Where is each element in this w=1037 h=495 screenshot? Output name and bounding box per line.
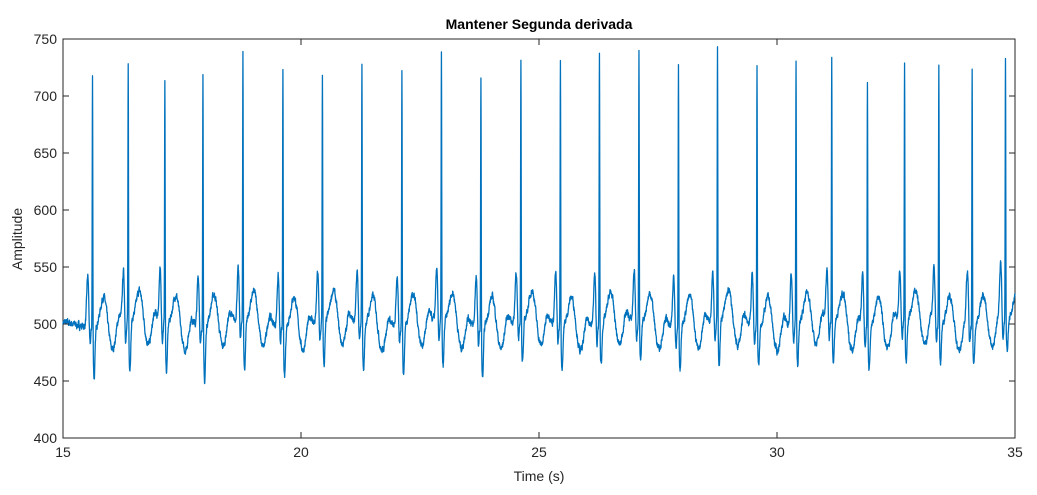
x-tick-label: 20 bbox=[293, 444, 309, 460]
x-axis-label: Time (s) bbox=[514, 468, 565, 484]
signal-series bbox=[62, 46, 1016, 385]
y-tick-label: 650 bbox=[34, 145, 58, 161]
axes-box bbox=[62, 38, 1016, 439]
chart-title: Mantener Segunda derivada bbox=[446, 16, 633, 32]
y-tick-label: 450 bbox=[34, 373, 58, 389]
y-axis-label: Amplitude bbox=[9, 208, 25, 270]
y-tick-label: 550 bbox=[34, 259, 58, 275]
plot-area: 15 20 25 30 35 400 450 500 550 600 650 700 750 bbox=[34, 31, 1023, 460]
x-tick-label: 25 bbox=[531, 444, 547, 460]
y-axis: 400 450 500 550 600 650 700 750 bbox=[34, 31, 1015, 446]
y-tick-label: 750 bbox=[34, 31, 58, 47]
x-axis: 15 20 25 30 35 bbox=[55, 39, 1023, 460]
x-tick-label: 30 bbox=[769, 444, 785, 460]
signal-line bbox=[62, 46, 1016, 385]
x-tick-label: 35 bbox=[1007, 444, 1023, 460]
y-tick-label: 500 bbox=[34, 316, 58, 332]
y-tick-label: 700 bbox=[34, 88, 58, 104]
y-tick-label: 600 bbox=[34, 202, 58, 218]
x-tick-label: 15 bbox=[55, 444, 71, 460]
y-tick-label: 400 bbox=[34, 430, 58, 446]
